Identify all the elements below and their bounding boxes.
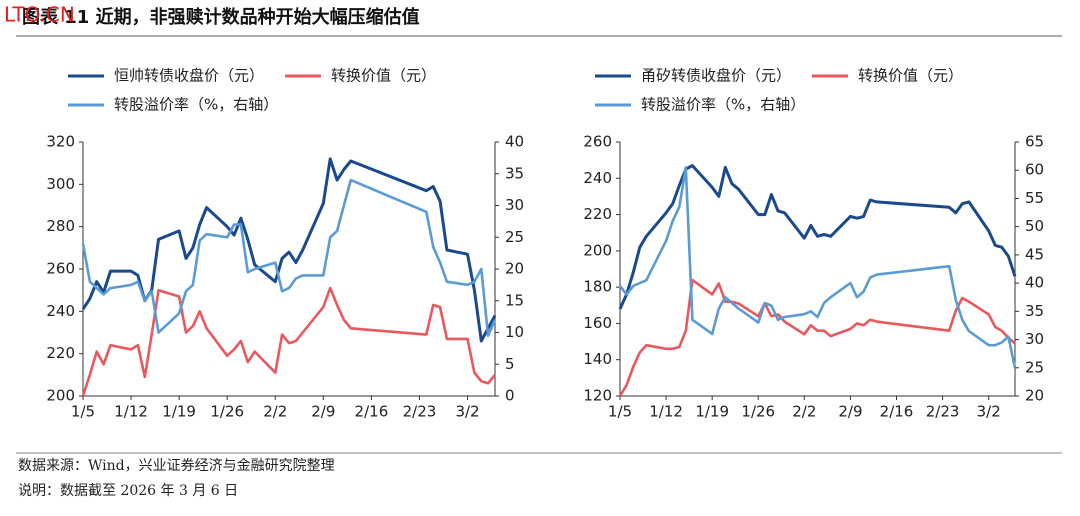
y2-tick-label: 40 [1025,274,1044,292]
x-tick-label: 2/2 [792,403,816,421]
x-tick-label: 2/23 [403,403,437,421]
legend-label: 转换价值（元） [331,67,436,85]
x-tick-label: 2/16 [880,403,914,421]
y-tick-label: 260 [583,133,612,151]
x-tick-label: 2/2 [263,403,287,421]
series-line [618,166,1017,369]
y-tick-label: 240 [46,302,75,320]
y-tick-label: 160 [583,314,612,332]
y2-tick-label: 45 [1025,245,1044,263]
y2-tick-label: 15 [505,291,524,309]
date-note: 说明：数据截至 2026 年 3 月 6 日 [18,483,238,499]
x-tick-label: 1/12 [649,403,683,421]
legend-label: 转股溢价率（%，右轴） [641,96,805,114]
x-tick-label: 3/2 [977,403,1001,421]
y2-tick-label: 30 [505,196,524,214]
x-tick-label: 1/12 [114,403,148,421]
x-tick-label: 1/26 [210,403,244,421]
y-tick-label: 120 [583,387,612,405]
y2-tick-label: 60 [1025,161,1044,179]
y2-tick-label: 55 [1025,189,1044,207]
x-tick-label: 1/26 [741,403,775,421]
y2-tick-label: 50 [1025,217,1044,235]
y2-tick-label: 5 [505,355,515,373]
figure-title: 图表 11 近期，非强赎计数品种开始大幅压缩估值 [22,6,420,28]
y2-tick-label: 65 [1025,133,1044,151]
series-line [618,278,1016,397]
watermark: LTO.CN [4,3,75,27]
y2-tick-label: 25 [1025,358,1044,376]
y2-tick-label: 35 [505,164,524,182]
legend-label: 转股溢价率（%，右轴） [114,96,278,114]
x-tick-label: 1/5 [608,403,632,421]
y-tick-label: 220 [583,205,612,223]
series-line [618,164,1017,310]
y-tick-label: 140 [583,350,612,368]
y-tick-label: 200 [46,387,75,405]
y2-tick-label: 40 [505,133,524,151]
x-tick-label: 3/2 [455,403,479,421]
y-tick-label: 240 [583,169,612,187]
legend-label: 转换价值（元） [858,67,963,85]
x-tick-label: 2/9 [311,403,335,421]
legend-label: 恒帅转债收盘价（元） [114,67,264,85]
source-note: 数据来源：Wind，兴业证券经济与金融研究院整理 [18,458,335,474]
x-tick-label: 2/23 [926,403,960,421]
series-line [81,286,497,397]
legend-label: 甬矽转债收盘价（元） [641,67,791,85]
y2-tick-label: 10 [505,323,524,341]
y2-tick-label: 35 [1025,302,1044,320]
x-tick-label: 1/19 [695,403,729,421]
y-tick-label: 200 [583,241,612,259]
x-tick-label: 1/19 [162,403,196,421]
y-tick-label: 320 [46,133,75,151]
y2-tick-label: 30 [1025,330,1044,348]
x-tick-label: 2/16 [355,403,389,421]
y2-tick-label: 25 [505,228,524,246]
x-tick-label: 1/5 [71,403,95,421]
y2-tick-label: 20 [1025,387,1044,405]
y-tick-label: 180 [583,278,612,296]
y2-tick-label: 20 [505,260,524,278]
y-tick-label: 260 [46,260,75,278]
y-tick-label: 300 [46,175,75,193]
series-line [81,178,497,337]
series-line [81,157,497,343]
y-tick-label: 280 [46,217,75,235]
y-tick-label: 220 [46,344,75,362]
y2-tick-label: 0 [505,387,515,405]
x-tick-label: 2/9 [838,403,862,421]
